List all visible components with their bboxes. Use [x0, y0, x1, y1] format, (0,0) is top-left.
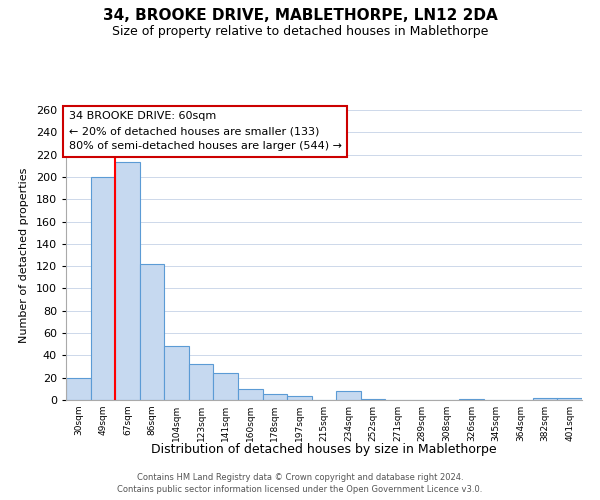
Text: 34, BROOKE DRIVE, MABLETHORPE, LN12 2DA: 34, BROOKE DRIVE, MABLETHORPE, LN12 2DA: [103, 8, 497, 22]
Text: Size of property relative to detached houses in Mablethorpe: Size of property relative to detached ho…: [112, 25, 488, 38]
Bar: [140, 264, 164, 400]
Bar: [189, 364, 214, 400]
Bar: [533, 398, 557, 400]
Bar: [214, 373, 238, 400]
Y-axis label: Number of detached properties: Number of detached properties: [19, 168, 29, 342]
Bar: [91, 177, 115, 400]
Bar: [115, 162, 140, 400]
Text: Contains HM Land Registry data © Crown copyright and database right 2024.: Contains HM Land Registry data © Crown c…: [137, 472, 463, 482]
Text: Contains public sector information licensed under the Open Government Licence v3: Contains public sector information licen…: [118, 485, 482, 494]
Bar: [459, 399, 484, 400]
Bar: [263, 394, 287, 400]
Bar: [336, 391, 361, 400]
Text: Distribution of detached houses by size in Mablethorpe: Distribution of detached houses by size …: [151, 442, 497, 456]
Bar: [361, 399, 385, 400]
Bar: [66, 378, 91, 400]
Text: 34 BROOKE DRIVE: 60sqm
← 20% of detached houses are smaller (133)
80% of semi-de: 34 BROOKE DRIVE: 60sqm ← 20% of detached…: [68, 112, 341, 151]
Bar: [238, 389, 263, 400]
Bar: [287, 396, 312, 400]
Bar: [557, 398, 582, 400]
Bar: [164, 346, 189, 400]
